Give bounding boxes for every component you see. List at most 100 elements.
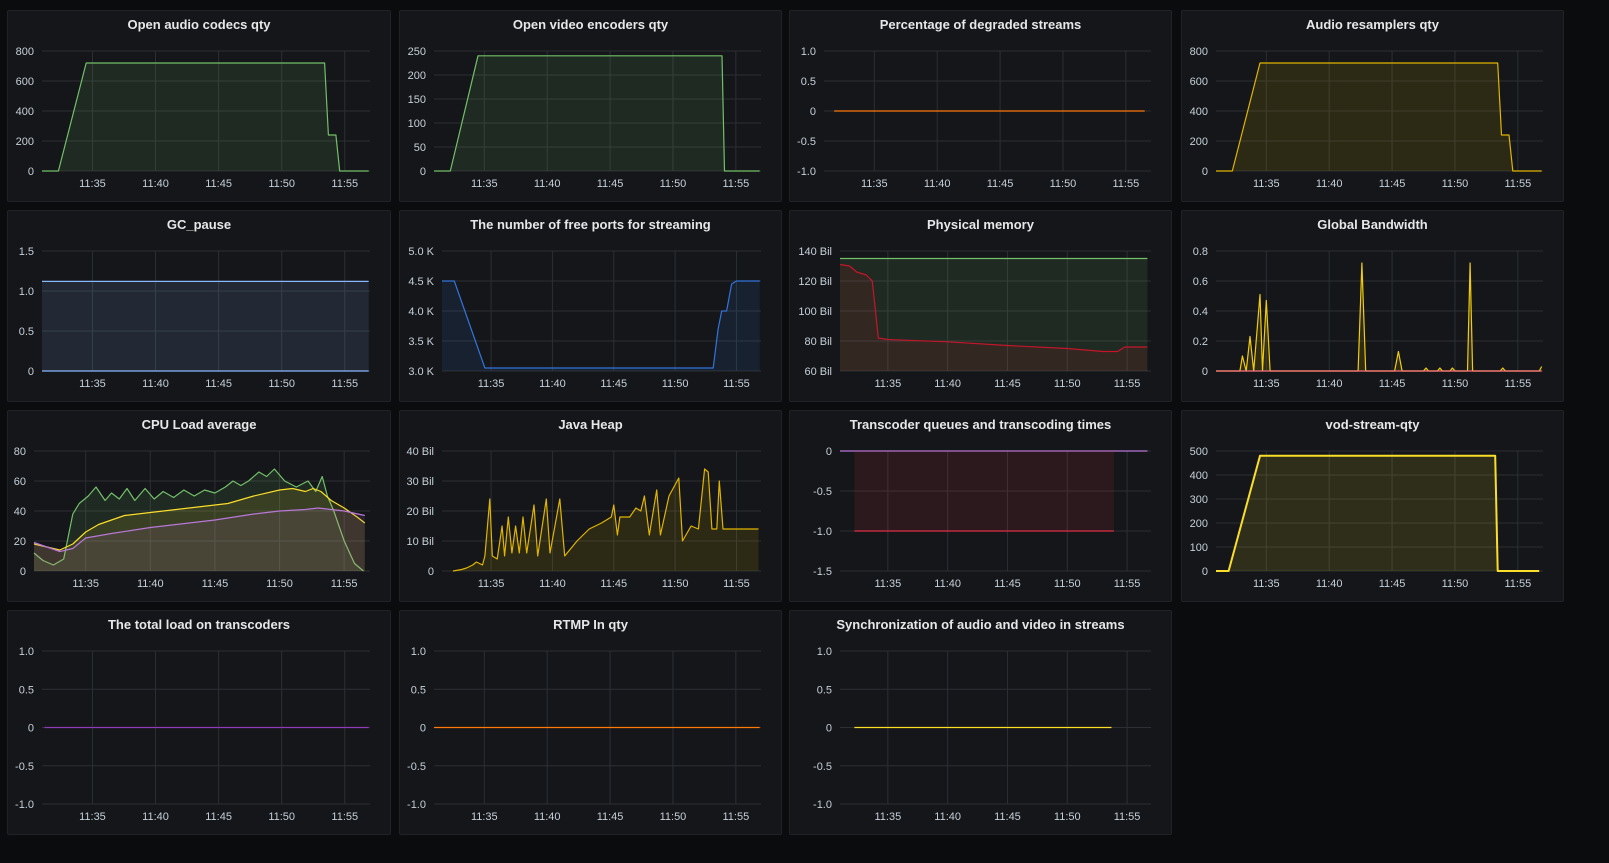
y-tick-label: 0 [20, 566, 26, 578]
series-area [42, 63, 369, 171]
panel-rtmp-in-qty: RTMP In qty -1.0 -0.5 0 0.5 1.0 11:35 11:40 11:4… [399, 610, 782, 835]
x-tick-label: 11:35 [1253, 178, 1280, 190]
x-tick-label: 11:55 [1112, 178, 1139, 190]
y-tick-label: 0.5 [411, 684, 426, 696]
y-tick-label: 1.0 [817, 646, 832, 658]
x-tick-label: 11:40 [1316, 578, 1343, 590]
chart-plot: 0 0.5 1.0 1.5 11:35 11:40 11:45 11:50 11:55 [19, 246, 370, 390]
chart-plot: 0 100 200 300 400 500 11:35 11:40 11:45 11:50 11:5… [1190, 446, 1543, 590]
y-tick-label: 100 Bil [798, 306, 832, 318]
panel-title[interactable]: Java Heap [558, 417, 623, 432]
panel-title[interactable]: Open video encoders qty [512, 17, 669, 32]
x-tick-label: 11:40 [934, 578, 961, 590]
series-line[interactable] [452, 468, 759, 572]
x-tick-label: 11:45 [597, 811, 624, 823]
y-tick-label: 20 Bil [406, 506, 434, 518]
panel-title[interactable]: RTMP In qty [553, 617, 628, 632]
x-tick-label: 11:45 [597, 178, 624, 190]
series-line[interactable] [434, 55, 760, 172]
panel-title[interactable]: The total load on transcoders [107, 617, 291, 632]
panel-audio-resamplers-qty: Audio resamplers qty 0 200 400 600 800 11:35 11… [1181, 10, 1564, 202]
series-line[interactable] [1216, 62, 1542, 172]
y-tick-label: 40 Bil [406, 446, 434, 458]
panel-title[interactable]: Synchronization of audio and video in st… [836, 617, 1125, 632]
x-tick-label: 11:35 [478, 378, 505, 390]
chart-plot: 0 200 400 600 800 11:35 11:40 11:45 11:50 11:55 [16, 46, 370, 190]
panel-transcoder-queues-and-transcoding-times: Transcoder queues and transcoding times -… [789, 410, 1172, 602]
x-tick-label: 11:45 [994, 378, 1021, 390]
chart-plot: -1.0 -0.5 0 0.5 1.0 11:35 11:40 11:45 11:50 11:55 [407, 646, 761, 823]
chart-plot: 0 50 100 150 200 250 11:35 11:40 11:45 11:50 11:55 [408, 46, 761, 190]
x-tick-label: 11:55 [1114, 378, 1141, 390]
y-tick-label: 0 [826, 723, 832, 735]
panel-open-audio-codecs-qty: Open audio codecs qty 0 200 400 600 800 11:35 1… [7, 10, 391, 202]
x-tick-label: 11:35 [1253, 378, 1280, 390]
panel-title[interactable]: Audio resamplers qty [1306, 17, 1439, 32]
series-line[interactable] [442, 280, 760, 369]
y-tick-label: 4.0 K [408, 306, 434, 318]
x-tick-label: 11:50 [266, 578, 293, 590]
y-tick-label: 80 [14, 446, 26, 458]
y-tick-label: 5.0 K [408, 246, 434, 258]
x-tick-label: 11:45 [1379, 178, 1406, 190]
y-tick-label: 0.5 [801, 76, 816, 88]
series-area [34, 469, 364, 571]
x-tick-label: 11:35 [79, 811, 106, 823]
y-tick-label: 100 [1190, 542, 1208, 554]
panel-the-total-load-on-transcoders: The total load on transcoders -1.0 -0.5 0 0.… [7, 610, 391, 835]
series-line[interactable] [33, 507, 365, 553]
series-line[interactable] [839, 263, 1148, 353]
y-tick-label: 0 [1202, 366, 1208, 378]
y-tick-label: -1.0 [813, 799, 832, 811]
x-tick-label: 11:55 [331, 578, 358, 590]
panel-title[interactable]: GC_pause [166, 217, 232, 232]
panel-title[interactable]: Physical memory [927, 217, 1034, 232]
panel-open-video-encoders-qty: Open video encoders qty 0 50 100 150 200 250 11… [399, 10, 782, 202]
x-tick-label: 11:50 [1442, 178, 1469, 190]
y-tick-label: 60 Bil [804, 366, 832, 378]
series-line[interactable] [33, 468, 364, 572]
panel-title[interactable]: vod-stream-qty [1325, 417, 1420, 432]
panel-title[interactable]: Global Bandwidth [1317, 217, 1428, 232]
series-line[interactable] [1216, 454, 1540, 572]
x-tick-label: 11:50 [1442, 378, 1469, 390]
y-tick-label: -0.5 [813, 486, 832, 498]
x-tick-label: 11:40 [137, 578, 164, 590]
x-tick-label: 11:55 [1504, 378, 1531, 390]
x-tick-label: 11:40 [142, 378, 169, 390]
y-tick-label: 30 Bil [406, 476, 434, 488]
x-tick-label: 11:55 [331, 811, 358, 823]
panel-synchronization-of-audio-and-video-in-streams: Synchronization of audio and video in st… [789, 610, 1172, 835]
y-tick-label: 200 [408, 70, 426, 82]
y-tick-label: 600 [16, 76, 34, 88]
x-tick-label: 11:45 [205, 811, 232, 823]
y-tick-label: 0 [28, 723, 34, 735]
panel-title[interactable]: CPU Load average [141, 417, 257, 432]
y-tick-label: 0 [1202, 166, 1208, 178]
series-area [840, 258, 1148, 371]
y-tick-label: 0 [826, 446, 832, 458]
x-tick-label: 11:35 [471, 811, 498, 823]
chart-plot: 60 Bil 80 Bil 100 Bil 120 Bil 140 Bil 11:35 11… [798, 246, 1151, 390]
x-tick-label: 11:45 [1379, 578, 1406, 590]
x-tick-label: 11:40 [934, 811, 961, 823]
x-tick-label: 11:45 [994, 811, 1021, 823]
panel-title[interactable]: Transcoder queues and transcoding times [849, 417, 1112, 432]
series-line[interactable] [42, 62, 369, 172]
x-tick-label: 11:50 [1050, 178, 1077, 190]
x-tick-label: 11:40 [534, 811, 561, 823]
panel-title[interactable]: The number of free ports for streaming [470, 217, 711, 232]
x-tick-label: 11:35 [874, 578, 901, 590]
y-tick-label: 0 [810, 106, 816, 118]
series-area [840, 264, 1148, 371]
y-tick-label: 20 [14, 536, 26, 548]
y-tick-label: 150 [408, 94, 426, 106]
y-tick-label: 0 [420, 723, 426, 735]
x-tick-label: 11:40 [934, 378, 961, 390]
y-tick-label: 250 [408, 46, 426, 58]
series-line[interactable] [33, 487, 366, 551]
x-tick-label: 11:45 [205, 178, 232, 190]
panel-title[interactable]: Percentage of degraded streams [879, 17, 1082, 32]
panel-title[interactable]: Open audio codecs qty [127, 17, 271, 32]
